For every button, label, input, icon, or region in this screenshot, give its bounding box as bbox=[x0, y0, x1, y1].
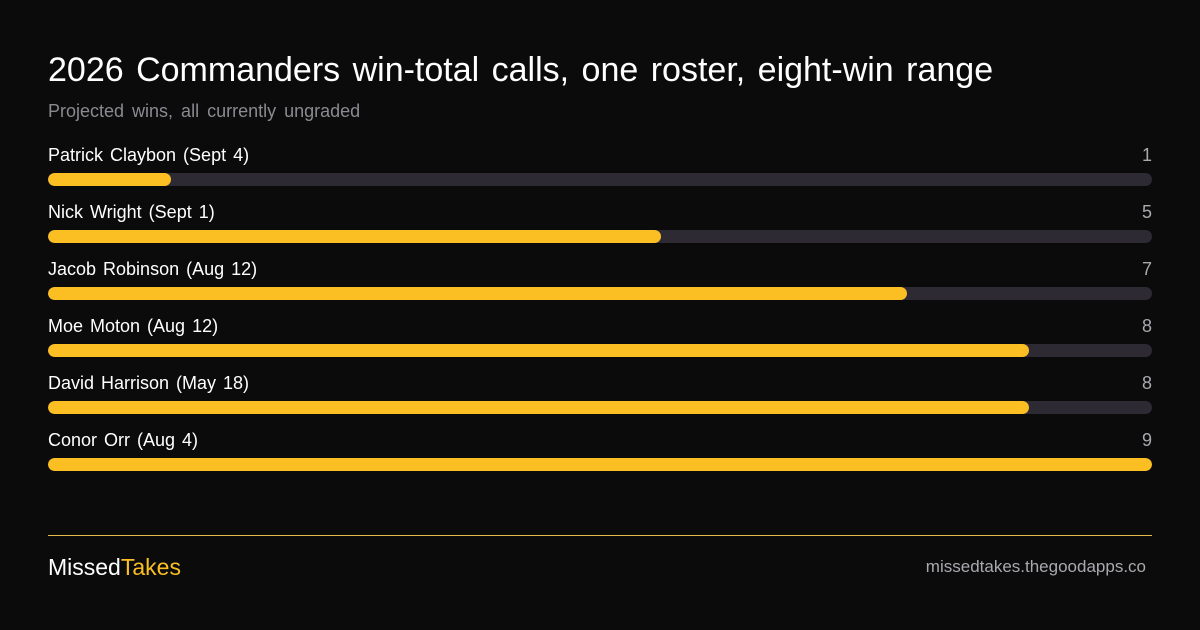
bar bbox=[48, 401, 1029, 414]
bar-track bbox=[48, 287, 1152, 300]
bar-label: Nick Wright (Sept 1) bbox=[48, 202, 215, 222]
bar-row: Conor Orr (Aug 4) 9 bbox=[48, 428, 1152, 485]
bar-row: Moe Moton (Aug 12) 8 bbox=[48, 314, 1152, 371]
bar-row: Nick Wright (Sept 1) 5 bbox=[48, 200, 1152, 257]
bar-value-label: 8 bbox=[1141, 316, 1152, 336]
site-url: missedtakes.thegoodapps.co bbox=[925, 557, 1146, 576]
bar-label: David Harrison (May 18) bbox=[48, 373, 250, 393]
bar-track bbox=[48, 173, 1152, 186]
bar-row: Patrick Claybon (Sept 4) 1 bbox=[48, 143, 1152, 200]
bar bbox=[48, 230, 661, 243]
bar-label: Patrick Claybon (Sept 4) bbox=[48, 145, 250, 165]
bar-rows: Patrick Claybon (Sept 4) 1 Nick Wright (Se… bbox=[48, 143, 1152, 485]
bar bbox=[48, 344, 1029, 357]
footer-divider bbox=[48, 535, 1152, 536]
bar-value-label: 1 bbox=[1141, 145, 1152, 165]
bar-track bbox=[48, 458, 1152, 471]
brand-name-part1: Missed bbox=[48, 554, 121, 580]
bar-row: David Harrison (May 18) 8 bbox=[48, 371, 1152, 428]
bar-label: Conor Orr (Aug 4) bbox=[48, 430, 199, 450]
bar-track bbox=[48, 344, 1152, 357]
bar-track bbox=[48, 401, 1152, 414]
bar bbox=[48, 458, 1152, 471]
bar-value-label: 7 bbox=[1141, 259, 1152, 279]
brand-logo: MissedTakes bbox=[48, 553, 181, 581]
bar bbox=[48, 173, 171, 186]
bar-track bbox=[48, 230, 1152, 243]
bar-label: Moe Moton (Aug 12) bbox=[48, 316, 219, 336]
bar-label: Jacob Robinson (Aug 12) bbox=[48, 259, 258, 279]
bar-row: Jacob Robinson (Aug 12) 7 bbox=[48, 257, 1152, 314]
brand-name-part2: Takes bbox=[120, 554, 181, 580]
chart-subtitle: Projected wins, all currently ungraded bbox=[48, 101, 361, 121]
bar bbox=[48, 287, 907, 300]
chart-title: 2026 Commanders win-total calls, one ros… bbox=[48, 51, 994, 89]
bar-value-label: 8 bbox=[1141, 373, 1152, 393]
bar-value-label: 9 bbox=[1141, 430, 1152, 450]
bar-value-label: 5 bbox=[1141, 202, 1152, 222]
